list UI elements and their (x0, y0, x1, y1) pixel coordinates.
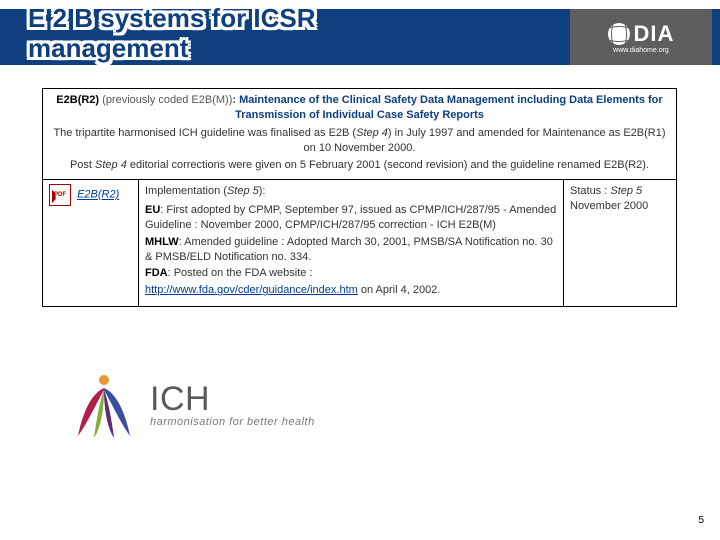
status-date: November 2000 (570, 200, 648, 212)
fda-url[interactable]: http://www.fda.gov/cder/guidance/index.h… (145, 284, 358, 296)
ich-text: ICH harmonisation for better health (150, 382, 315, 428)
header: DIA www.diahome.org E 2 B systems for IC… (0, 0, 720, 74)
heading-paren: (previously coded E2B(M)) (102, 94, 232, 106)
doc-cell: PDF E2B(R2) (43, 180, 139, 306)
impl-mhlw: MHLW: Amended guideline : Adopted March … (145, 235, 557, 265)
ich-big: ICH (150, 382, 315, 416)
globe-icon (608, 23, 630, 45)
status-step: Step 5 (610, 185, 642, 197)
ich-mark-icon (72, 370, 136, 440)
panel-header: E2B(R2) (previously coded E2B(M)): Maint… (43, 89, 676, 180)
implementation-cell: Implementation (Step 5): EU: First adopt… (139, 180, 564, 306)
page-title: E 2 B systems for ICSR management (28, 4, 316, 64)
pdf-icon[interactable]: PDF (49, 184, 71, 206)
heading-rest: : Maintenance of the Clinical Safety Dat… (232, 94, 662, 121)
dia-logo-box: DIA www.diahome.org (570, 9, 712, 65)
guideline-panel: E2B(R2) (previously coded E2B(M)): Maint… (42, 88, 677, 307)
dia-logo-text: DIA (634, 21, 675, 47)
ich-logo: ICH harmonisation for better health (72, 370, 315, 440)
dia-url: www.diahome.org (613, 47, 669, 54)
panel-heading: E2B(R2) (previously coded E2B(M)): Maint… (51, 93, 668, 123)
title-line-1: E 2 B systems for ICSR (28, 3, 316, 33)
title-line-2: management (28, 33, 188, 63)
status-cell: Status : Step 5 November 2000 (564, 180, 676, 306)
panel-grid: PDF E2B(R2) Implementation (Step 5): EU:… (43, 180, 676, 306)
panel-desc-2: Post Step 4 editorial corrections were g… (51, 158, 668, 173)
dia-logo-row: DIA (608, 21, 675, 47)
heading-code: E2B(R2) (56, 94, 99, 106)
impl-fda: FDA: Posted on the FDA website : (145, 266, 557, 281)
page-number: 5 (698, 515, 704, 526)
impl-eu: EU: First adopted by CPMP, September 97,… (145, 203, 557, 233)
panel-desc-1: The tripartite harmonised ICH guideline … (51, 126, 668, 156)
doc-link[interactable]: E2B(R2) (77, 189, 119, 201)
ich-tagline: harmonisation for better health (150, 416, 315, 428)
status-label: Status : (570, 185, 610, 197)
impl-lead: Implementation (Step 5): (145, 184, 557, 199)
impl-fda-url-line: http://www.fda.gov/cder/guidance/index.h… (145, 283, 557, 298)
